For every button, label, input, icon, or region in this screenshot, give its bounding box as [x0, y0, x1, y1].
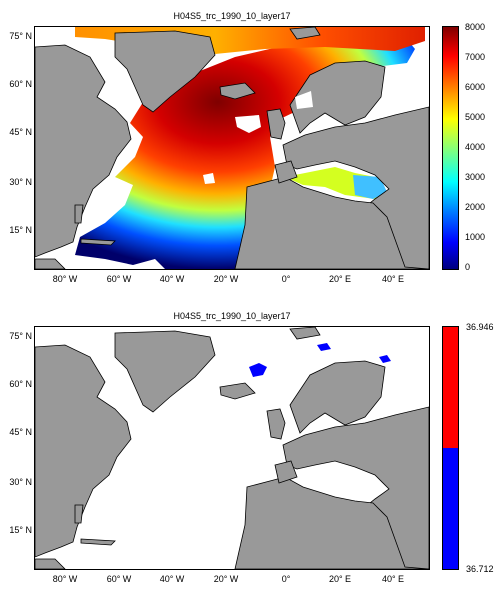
cuba [80, 238, 116, 246]
lon-label: 40° E [381, 274, 405, 284]
low-value-patches [249, 343, 391, 377]
patch [317, 343, 331, 351]
iberia [274, 460, 298, 484]
lon-label: 0° [281, 274, 291, 284]
map-area [34, 26, 430, 270]
map-area [34, 326, 430, 570]
lat-label: 15° N [9, 525, 32, 535]
land-layer [35, 27, 429, 269]
colorbar-tick: 1000 [465, 232, 486, 242]
lat-label: 30° N [9, 477, 32, 487]
lon-label: 80° W [52, 574, 78, 584]
map-svg [35, 27, 429, 269]
patch [379, 355, 391, 363]
colorbar-tick: 5000 [465, 112, 486, 122]
colorbar-tick: 2000 [465, 202, 486, 212]
florida [74, 504, 84, 524]
british-isles [266, 408, 286, 440]
lat-label: 45° N [9, 427, 32, 437]
lat-label: 30° N [9, 177, 32, 187]
lat-label: 45° N [9, 127, 32, 137]
map-svg [35, 327, 429, 569]
scandinavia [289, 360, 386, 434]
north-america [35, 344, 132, 558]
colorbar-max-label: 36.946 [466, 322, 494, 332]
no-data-gaps [203, 91, 313, 184]
central-america [35, 558, 66, 569]
iberia [274, 160, 298, 184]
patch [249, 363, 267, 377]
lon-label: 20° E [328, 574, 352, 584]
lon-label: 0° [281, 574, 291, 584]
florida [74, 204, 84, 224]
colorbar-tick: 3000 [465, 172, 486, 182]
colorbar-tick: 8000 [465, 22, 486, 32]
map-title: H04S5_trc_1990_10_layer17 [173, 311, 291, 321]
scandinavia [289, 60, 386, 134]
svalbard [289, 327, 321, 340]
north-america [35, 44, 132, 258]
map-title: H04S5_trc_1990_10_layer17 [173, 11, 291, 21]
central-america [35, 258, 66, 269]
colorbar-tick: 7000 [465, 52, 486, 62]
lon-label: 40° W [159, 274, 185, 284]
lat-label: 75° N [9, 331, 32, 341]
lon-label: 20° E [328, 274, 352, 284]
colorbar-tick: 4000 [465, 142, 486, 152]
land-layer [35, 327, 429, 569]
colorbar-min-label: 36.712 [466, 564, 494, 574]
tracer-eastern-med [353, 175, 387, 199]
iceland [219, 382, 256, 400]
map-panel-bottom: H04S5_trc_1990_10_layer17 [0, 300, 500, 600]
colorbar-tick: 6000 [465, 82, 486, 92]
lon-label: 40° E [381, 574, 405, 584]
colorbar-tick: 0 [465, 262, 471, 272]
greenland [114, 330, 216, 413]
colorbar [442, 326, 459, 570]
lon-label: 20° W [213, 574, 239, 584]
lat-label: 75° N [9, 31, 32, 41]
svalbard [289, 27, 321, 40]
iceland [219, 82, 256, 100]
colorbar [442, 26, 459, 270]
lat-label: 15° N [9, 225, 32, 235]
africa [234, 176, 429, 269]
british-isles [266, 108, 286, 140]
lon-label: 60° W [106, 574, 132, 584]
lon-label: 60° W [106, 274, 132, 284]
map-panel-top: H04S5_trc_1990_10_layer17 [9, 11, 486, 284]
lon-label: 20° W [213, 274, 239, 284]
africa [234, 476, 429, 569]
cuba [80, 538, 116, 546]
lat-label: 60° N [9, 79, 32, 89]
greenland [114, 30, 216, 113]
lat-label: 60° N [9, 379, 32, 389]
lon-label: 40° W [159, 574, 185, 584]
lon-label: 80° W [52, 274, 78, 284]
